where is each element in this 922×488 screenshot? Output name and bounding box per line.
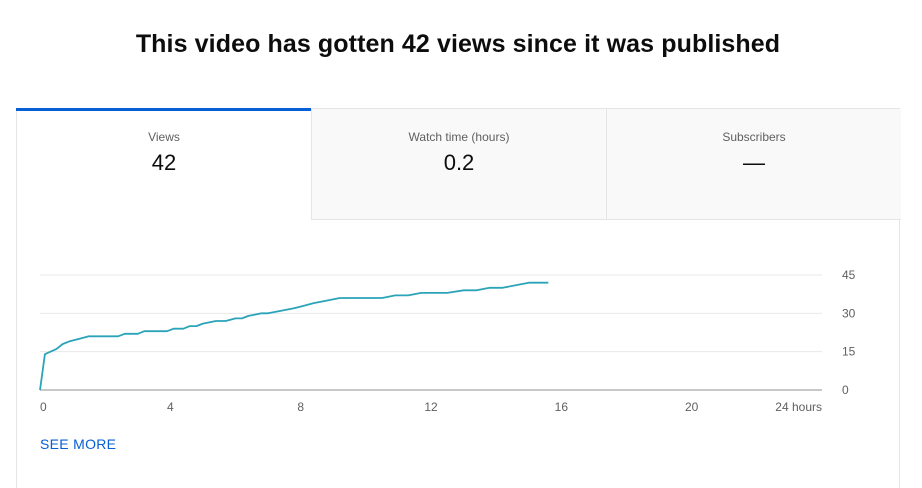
y-tick-label: 0 — [842, 383, 849, 397]
page-headline: This video has gotten 42 views since it … — [135, 30, 781, 58]
x-tick-label: 16 — [555, 400, 569, 414]
x-tick-label: 4 — [167, 400, 174, 414]
views-line-chart: 0 15 30 45 0 4 8 12 16 20 24 hours — [39, 268, 856, 414]
tab-subscribers[interactable]: Subscribers — — [606, 109, 901, 220]
tab-watch-time-value: 0.2 — [443, 150, 475, 175]
tab-views-value: 42 — [151, 150, 177, 175]
tab-watch-time[interactable]: Watch time (hours) 0.2 — [311, 109, 606, 220]
x-tick-label: 0 — [40, 400, 47, 414]
x-tick-label: 12 — [424, 400, 438, 414]
metric-tabs: Views 42 Watch time (hours) 0.2 Subscrib… — [16, 108, 901, 220]
tab-subscribers-value: — — [743, 150, 765, 175]
tab-subscribers-label: Subscribers — [722, 130, 786, 144]
see-more-link[interactable]: SEE MORE — [40, 436, 117, 452]
tab-views-label: Views — [148, 130, 180, 144]
tab-watch-time-label: Watch time (hours) — [408, 130, 510, 144]
x-tick-label: 24 hours — [775, 400, 822, 414]
y-tick-label: 30 — [842, 306, 856, 320]
tab-views[interactable]: Views 42 — [16, 108, 311, 220]
y-tick-label: 45 — [842, 268, 856, 282]
y-tick-label: 15 — [842, 345, 856, 359]
x-tick-label: 8 — [297, 400, 304, 414]
x-tick-label: 20 — [685, 400, 699, 414]
views-series-line — [39, 281, 549, 391]
analytics-card: Views 42 Watch time (hours) 0.2 Subscrib… — [16, 108, 901, 488]
